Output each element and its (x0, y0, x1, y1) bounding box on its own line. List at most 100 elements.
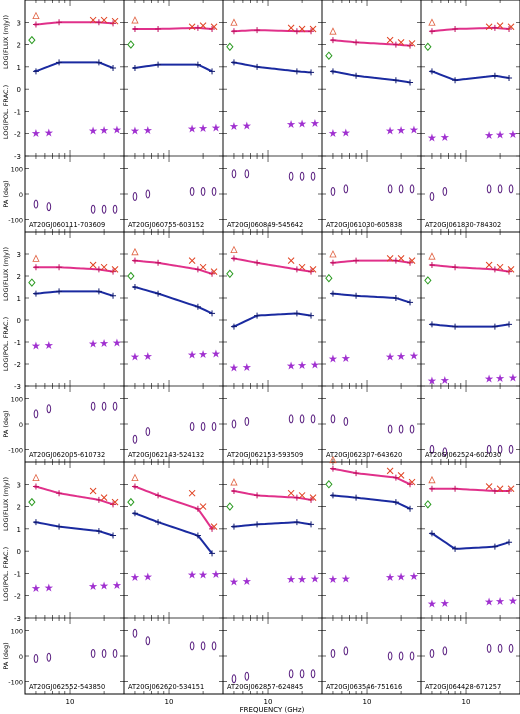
panel-AT20GJ062552-543850: ★ ★ ★ ★ ★AT20GJ062552-543850 (24, 461, 125, 695)
pol-fraction-star: ★ (495, 129, 505, 142)
diamond-point (226, 42, 234, 52)
polarized-flux-point (110, 64, 117, 71)
total-flux-point (452, 485, 459, 492)
pa-point (497, 444, 503, 454)
atca-cross-point (397, 255, 405, 262)
pa-point (409, 184, 415, 194)
atca-cross-point (309, 266, 317, 273)
panel-AT20GJ062153-593509: ★ ★ ★ ★ ★AT20GJ062153-593509 (222, 231, 323, 463)
polarized-flux-curve (331, 70, 411, 84)
polarized-flux-point (353, 494, 360, 501)
panel-AT20GJ062620-534151: ★ ★ ★ ★ ★AT20GJ062620-534151 (123, 461, 224, 695)
pa-point (409, 651, 415, 661)
pol-fraction-star: ★ (187, 569, 197, 582)
polarized-flux-point (428, 68, 435, 75)
pa-point (310, 414, 316, 424)
pol-fraction-star: ★ (427, 131, 437, 144)
diamond-point (28, 278, 36, 287)
pol-fraction-star: ★ (242, 361, 252, 374)
pa-point (343, 646, 349, 656)
panel-AT20GJ060111-703609: ★ ★ ★ ★ ★AT20GJ060111-703609 (24, 0, 125, 233)
atca-cross-point (496, 263, 504, 271)
pa-point (33, 199, 39, 209)
total-flux-point (353, 39, 360, 46)
pa-point (211, 641, 217, 651)
polarized-flux-point (353, 72, 360, 79)
polarized-flux-point (452, 77, 459, 84)
y-tick-label: -1 (14, 570, 21, 578)
pa-point (409, 424, 415, 434)
atca-cross-point (386, 36, 394, 44)
total-flux-curve (331, 467, 411, 486)
polarized-flux-point (293, 519, 300, 526)
panel-border (123, 231, 224, 463)
polarized-flux-point (131, 510, 138, 517)
polarized-flux-point (95, 288, 102, 295)
panel-AT20GJ062005-610732: ★ ★ ★ ★ ★AT20GJ062005-610732 (24, 231, 125, 463)
total-flux-point (95, 266, 102, 273)
polarized-flux-point (155, 61, 162, 68)
total-flux-point (95, 19, 102, 26)
panel-border (420, 0, 520, 233)
polarized-flux-point (329, 68, 336, 75)
polarized-flux-point (392, 295, 399, 301)
atca-cross-point (89, 16, 97, 24)
pa-point (486, 643, 492, 653)
pol-fraction-star: ★ (440, 374, 450, 387)
pa-point (299, 669, 305, 679)
pol-fraction-star: ★ (341, 352, 351, 365)
y-tick-label: -2 (14, 131, 21, 139)
polarized-flux-curve (132, 512, 213, 555)
total-flux-point (194, 266, 201, 273)
panel-AT20GJ062307-643620: ★ ★ ★ ★ ★AT20GJ062307-643620 (321, 231, 422, 463)
diamond-point (424, 42, 432, 52)
polarized-flux-point (506, 321, 513, 328)
total-flux-point (194, 505, 201, 512)
polarized-flux-curve (33, 61, 114, 73)
pa-point (442, 447, 448, 457)
polarized-flux-curve (34, 521, 114, 537)
triangle-point (329, 27, 337, 35)
total-flux-point (32, 483, 39, 490)
pa-point (200, 641, 206, 651)
y-tick-label: 2 (17, 42, 21, 50)
y-tick-label: 100 (11, 628, 23, 636)
pol-fraction-star: ★ (99, 579, 109, 592)
pol-fraction-star: ★ (328, 353, 338, 366)
diamond-point (226, 269, 234, 279)
pol-fraction-star: ★ (286, 359, 296, 372)
pol-fraction-star: ★ (286, 573, 296, 586)
atca-cross-point (496, 485, 504, 493)
pa-point (310, 171, 316, 181)
total-flux-point (56, 264, 63, 271)
atca-cross-point (309, 25, 317, 33)
total-flux-point (32, 21, 39, 28)
y-tick-label: -100 (8, 446, 23, 454)
atca-cross-point (397, 38, 405, 46)
diamond-point (127, 497, 135, 507)
pa-point (343, 416, 349, 426)
panel-source-name: AT20GJ063546-751616 (326, 683, 402, 691)
pol-fraction-star: ★ (385, 125, 395, 138)
panel-border (321, 0, 422, 233)
polarized-flux-point (95, 59, 102, 66)
panel-border (123, 0, 224, 233)
panel-source-name: AT20GJ060849-545642 (227, 221, 303, 229)
polarized-flux-point (230, 59, 237, 66)
panel-AT20GJ061830-784302: ★ ★ ★ ★ ★AT20GJ061830-784302 (420, 0, 520, 233)
pa-point (429, 648, 435, 658)
pol-fraction-star: ★ (187, 122, 197, 135)
polarized-flux-point (293, 310, 300, 317)
y-tick-label: 3 (17, 481, 21, 489)
total-flux-point (392, 41, 399, 48)
panel-source-name: AT20GJ060755-603152 (128, 221, 204, 229)
panel-source-name: AT20GJ061030-605838 (326, 221, 402, 229)
polarized-flux-curve (132, 286, 213, 315)
y-tick-label: 1 (17, 295, 21, 303)
polarized-flux-point (428, 530, 435, 537)
atca-cross-point (298, 25, 306, 33)
y-axis-label-flux: LOG(FLUX (mJy)) (2, 15, 10, 69)
pol-fraction-star: ★ (229, 575, 239, 588)
polarized-flux-point (194, 532, 201, 539)
pol-fraction-star: ★ (409, 350, 419, 363)
